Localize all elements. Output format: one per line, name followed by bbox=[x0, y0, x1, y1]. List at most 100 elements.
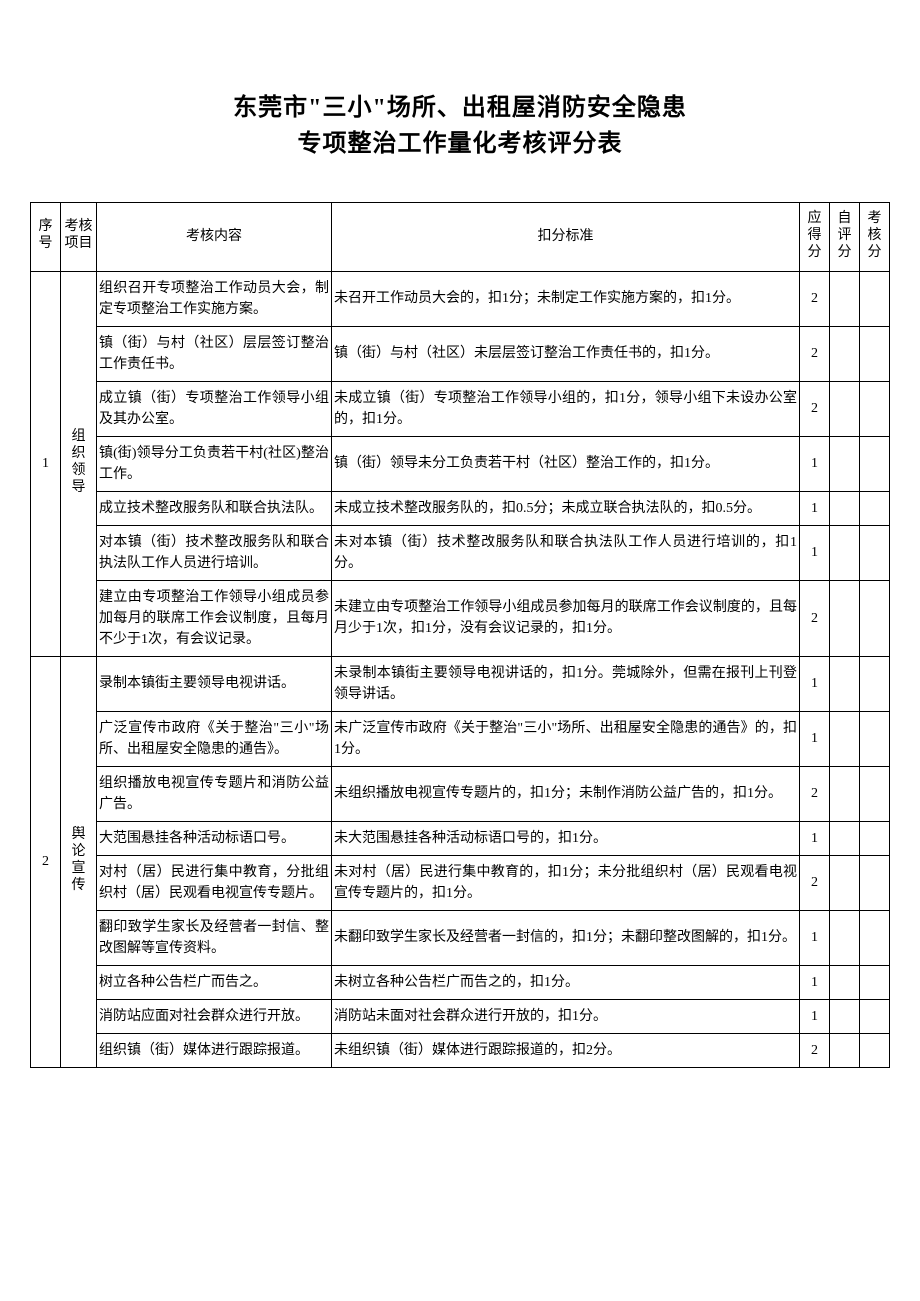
title-line-1: 东莞市"三小"场所、出租屋消防安全隐患 bbox=[30, 90, 890, 126]
cell-points: 2 bbox=[800, 766, 830, 821]
cell-category: 组织领导 bbox=[61, 271, 97, 656]
cell-audit-score bbox=[860, 1033, 890, 1067]
table-header-row: 序号 考核项目 考核内容 扣分标准 应得分 自评分 考核分 bbox=[31, 203, 890, 272]
cell-self-score bbox=[830, 491, 860, 525]
cell-points: 1 bbox=[800, 711, 830, 766]
header-audit: 考核分 bbox=[860, 203, 890, 272]
title-block: 东莞市"三小"场所、出租屋消防安全隐患 专项整治工作量化考核评分表 bbox=[30, 90, 890, 162]
cell-audit-score bbox=[860, 491, 890, 525]
cell-audit-score bbox=[860, 580, 890, 656]
table-row: 镇（街）与村（社区）层层签订整治工作责任书。镇（街）与村（社区）未层层签订整治工… bbox=[31, 326, 890, 381]
cell-audit-score bbox=[860, 766, 890, 821]
cell-seq: 2 bbox=[31, 656, 61, 1067]
cell-deduct: 未翻印致学生家长及经营者一封信的，扣1分；未翻印整改图解的，扣1分。 bbox=[332, 910, 800, 965]
cell-self-score bbox=[830, 436, 860, 491]
cell-points: 1 bbox=[800, 821, 830, 855]
cell-self-score bbox=[830, 711, 860, 766]
cell-deduct: 未组织镇（街）媒体进行跟踪报道的，扣2分。 bbox=[332, 1033, 800, 1067]
cell-content: 组织镇（街）媒体进行跟踪报道。 bbox=[97, 1033, 332, 1067]
cell-audit-score bbox=[860, 999, 890, 1033]
table-row: 成立技术整改服务队和联合执法队。未成立技术整改服务队的，扣0.5分；未成立联合执… bbox=[31, 491, 890, 525]
cell-audit-score bbox=[860, 436, 890, 491]
cell-content: 大范围悬挂各种活动标语口号。 bbox=[97, 821, 332, 855]
header-deduct: 扣分标准 bbox=[332, 203, 800, 272]
cell-self-score bbox=[830, 766, 860, 821]
cell-deduct: 未组织播放电视宣传专题片的，扣1分；未制作消防公益广告的，扣1分。 bbox=[332, 766, 800, 821]
cell-points: 2 bbox=[800, 580, 830, 656]
table-row: 组织镇（街）媒体进行跟踪报道。未组织镇（街）媒体进行跟踪报道的，扣2分。2 bbox=[31, 1033, 890, 1067]
table-row: 大范围悬挂各种活动标语口号。未大范围悬挂各种活动标语口号的，扣1分。1 bbox=[31, 821, 890, 855]
table-row: 树立各种公告栏广而告之。未树立各种公告栏广而告之的，扣1分。1 bbox=[31, 965, 890, 999]
cell-deduct: 未成立技术整改服务队的，扣0.5分；未成立联合执法队的，扣0.5分。 bbox=[332, 491, 800, 525]
cell-deduct: 未对村（居）民进行集中教育的，扣1分；未分批组织村（居）民观看电视宣传专题片的，… bbox=[332, 855, 800, 910]
cell-points: 1 bbox=[800, 965, 830, 999]
cell-audit-score bbox=[860, 965, 890, 999]
table-row: 成立镇（街）专项整治工作领导小组及其办公室。未成立镇（街）专项整治工作领导小组的… bbox=[31, 381, 890, 436]
cell-audit-score bbox=[860, 525, 890, 580]
cell-seq: 1 bbox=[31, 271, 61, 656]
cell-audit-score bbox=[860, 271, 890, 326]
cell-deduct: 镇（街）与村（社区）未层层签订整治工作责任书的，扣1分。 bbox=[332, 326, 800, 381]
cell-content: 对村（居）民进行集中教育，分批组织村（居）民观看电视宣传专题片。 bbox=[97, 855, 332, 910]
table-row: 建立由专项整治工作领导小组成员参加每月的联席工作会议制度，且每月不少于1次，有会… bbox=[31, 580, 890, 656]
cell-points: 2 bbox=[800, 271, 830, 326]
cell-deduct: 未树立各种公告栏广而告之的，扣1分。 bbox=[332, 965, 800, 999]
cell-points: 1 bbox=[800, 525, 830, 580]
cell-audit-score bbox=[860, 821, 890, 855]
cell-content: 对本镇（街）技术整改服务队和联合执法队工作人员进行培训。 bbox=[97, 525, 332, 580]
cell-content: 镇(街)领导分工负责若干村(社区)整治工作。 bbox=[97, 436, 332, 491]
cell-audit-score bbox=[860, 381, 890, 436]
cell-deduct: 消防站未面对社会群众进行开放的，扣1分。 bbox=[332, 999, 800, 1033]
cell-category: 舆论宣传 bbox=[61, 656, 97, 1067]
scoring-table: 序号 考核项目 考核内容 扣分标准 应得分 自评分 考核分 1组织领导组织召开专… bbox=[30, 202, 890, 1068]
cell-content: 消防站应面对社会群众进行开放。 bbox=[97, 999, 332, 1033]
cell-audit-score bbox=[860, 656, 890, 711]
cell-deduct: 未广泛宣传市政府《关于整治"三小"场所、出租屋安全隐患的通告》的，扣1分。 bbox=[332, 711, 800, 766]
cell-deduct: 未录制本镇街主要领导电视讲话的，扣1分。莞城除外，但需在报刊上刊登领导讲话。 bbox=[332, 656, 800, 711]
cell-points: 2 bbox=[800, 1033, 830, 1067]
page-container: 东莞市"三小"场所、出租屋消防安全隐患 专项整治工作量化考核评分表 序号 考核项… bbox=[30, 90, 890, 1068]
cell-deduct: 未成立镇（街）专项整治工作领导小组的，扣1分，领导小组下未设办公室的，扣1分。 bbox=[332, 381, 800, 436]
cell-points: 1 bbox=[800, 910, 830, 965]
cell-audit-score bbox=[860, 326, 890, 381]
table-row: 1组织领导组织召开专项整治工作动员大会，制定专项整治工作实施方案。未召开工作动员… bbox=[31, 271, 890, 326]
header-category: 考核项目 bbox=[61, 203, 97, 272]
cell-content: 组织播放电视宣传专题片和消防公益广告。 bbox=[97, 766, 332, 821]
cell-points: 1 bbox=[800, 491, 830, 525]
cell-deduct: 未召开工作动员大会的，扣1分；未制定工作实施方案的，扣1分。 bbox=[332, 271, 800, 326]
table-row: 对村（居）民进行集中教育，分批组织村（居）民观看电视宣传专题片。未对村（居）民进… bbox=[31, 855, 890, 910]
header-content: 考核内容 bbox=[97, 203, 332, 272]
table-row: 组织播放电视宣传专题片和消防公益广告。未组织播放电视宣传专题片的，扣1分；未制作… bbox=[31, 766, 890, 821]
cell-self-score bbox=[830, 910, 860, 965]
table-row: 广泛宣传市政府《关于整治"三小"场所、出租屋安全隐患的通告》。未广泛宣传市政府《… bbox=[31, 711, 890, 766]
cell-self-score bbox=[830, 999, 860, 1033]
table-row: 翻印致学生家长及经营者一封信、整改图解等宣传资料。未翻印致学生家长及经营者一封信… bbox=[31, 910, 890, 965]
cell-self-score bbox=[830, 855, 860, 910]
cell-points: 2 bbox=[800, 381, 830, 436]
cell-deduct: 镇（街）领导未分工负责若干村（社区）整治工作的，扣1分。 bbox=[332, 436, 800, 491]
cell-content: 录制本镇街主要领导电视讲话。 bbox=[97, 656, 332, 711]
cell-deduct: 未大范围悬挂各种活动标语口号的，扣1分。 bbox=[332, 821, 800, 855]
cell-content: 组织召开专项整治工作动员大会，制定专项整治工作实施方案。 bbox=[97, 271, 332, 326]
cell-audit-score bbox=[860, 711, 890, 766]
cell-audit-score bbox=[860, 910, 890, 965]
title-line-2: 专项整治工作量化考核评分表 bbox=[30, 126, 890, 162]
cell-self-score bbox=[830, 656, 860, 711]
cell-self-score bbox=[830, 580, 860, 656]
cell-points: 2 bbox=[800, 326, 830, 381]
cell-deduct: 未建立由专项整治工作领导小组成员参加每月的联席工作会议制度的，且每月少于1次，扣… bbox=[332, 580, 800, 656]
cell-content: 翻印致学生家长及经营者一封信、整改图解等宣传资料。 bbox=[97, 910, 332, 965]
header-points: 应得分 bbox=[800, 203, 830, 272]
cell-self-score bbox=[830, 271, 860, 326]
table-row: 2舆论宣传录制本镇街主要领导电视讲话。未录制本镇街主要领导电视讲话的，扣1分。莞… bbox=[31, 656, 890, 711]
cell-self-score bbox=[830, 821, 860, 855]
cell-self-score bbox=[830, 326, 860, 381]
cell-deduct: 未对本镇（街）技术整改服务队和联合执法队工作人员进行培训的，扣1分。 bbox=[332, 525, 800, 580]
cell-self-score bbox=[830, 381, 860, 436]
cell-audit-score bbox=[860, 855, 890, 910]
cell-content: 建立由专项整治工作领导小组成员参加每月的联席工作会议制度，且每月不少于1次，有会… bbox=[97, 580, 332, 656]
table-row: 对本镇（街）技术整改服务队和联合执法队工作人员进行培训。未对本镇（街）技术整改服… bbox=[31, 525, 890, 580]
table-row: 消防站应面对社会群众进行开放。消防站未面对社会群众进行开放的，扣1分。1 bbox=[31, 999, 890, 1033]
header-self: 自评分 bbox=[830, 203, 860, 272]
cell-content: 镇（街）与村（社区）层层签订整治工作责任书。 bbox=[97, 326, 332, 381]
